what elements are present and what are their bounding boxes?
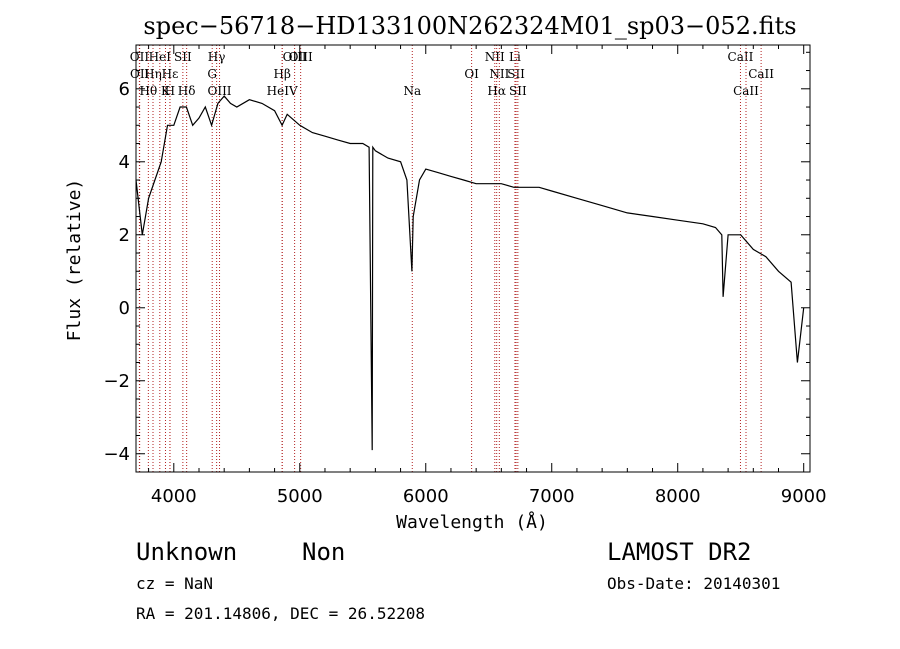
spectral-line-label: NII bbox=[489, 67, 509, 81]
object-class: Unknown bbox=[136, 538, 237, 566]
spectral-line-label: Hη bbox=[144, 67, 162, 81]
spectral-line-label: Na bbox=[403, 84, 421, 98]
spectral-line-label: OII bbox=[130, 67, 150, 81]
spectral-line-label: Hγ bbox=[208, 50, 226, 64]
spectrum-line bbox=[135, 95, 805, 451]
spectrum-plot-area bbox=[135, 95, 805, 451]
spectral-line-label: CaII bbox=[728, 50, 754, 64]
coordinates: RA = 201.14806, DEC = 26.52208 bbox=[136, 604, 425, 623]
spectral-line-label: OI bbox=[464, 67, 479, 81]
spectral-line-label: K bbox=[161, 84, 171, 98]
spectral-line-label: HeIV bbox=[267, 84, 298, 98]
x-tick-label: 5000 bbox=[277, 486, 323, 507]
spectral-line-label: Hα bbox=[487, 84, 506, 98]
spectral-line-label: CaII bbox=[748, 67, 774, 81]
observation-date: Obs-Date: 20140301 bbox=[607, 574, 780, 593]
y-tick-label: 6 bbox=[119, 79, 130, 100]
x-tick-label: 8000 bbox=[655, 486, 701, 507]
object-subclass: Non bbox=[302, 538, 345, 566]
spectral-line-label: Hθ bbox=[139, 84, 157, 98]
spectral-line-label: Hβ bbox=[274, 67, 291, 81]
spectral-line-label: OIII bbox=[207, 84, 231, 98]
spectral-line-label: Li bbox=[509, 50, 521, 64]
spectral-line-label: SII bbox=[174, 50, 192, 64]
spectral-line-markers: OIIOIIHθHηHeIKHHεSIIHδHγGOIIIHβHeIVOIIIO… bbox=[130, 45, 774, 472]
spectral-line-label: Hε bbox=[162, 67, 179, 81]
y-tick-label: 0 bbox=[119, 298, 130, 319]
x-axis-label: Wavelength (Å) bbox=[396, 511, 548, 533]
spectral-line-label: HeI bbox=[149, 50, 172, 64]
x-tick-label: 4000 bbox=[151, 486, 197, 507]
spectral-line-label: SII bbox=[507, 67, 525, 81]
spectral-line-label: G bbox=[207, 67, 217, 81]
y-tick-label: 2 bbox=[119, 225, 130, 246]
x-tick-label: 9000 bbox=[781, 486, 827, 507]
spectral-line-label: CaII bbox=[733, 84, 759, 98]
spectral-line-label: SII bbox=[509, 84, 527, 98]
spectral-line-label: Hδ bbox=[178, 84, 196, 98]
x-tick-label: 7000 bbox=[529, 486, 575, 507]
y-axis-label: Flux (relative) bbox=[64, 179, 85, 342]
redshift-cz: cz = NaN bbox=[136, 574, 213, 593]
x-tick-label: 6000 bbox=[403, 486, 449, 507]
y-tick-label: −4 bbox=[103, 444, 130, 465]
survey-name: LAMOST DR2 bbox=[607, 538, 752, 566]
chart-title: spec−56718−HD133100N262324M01_sp03−052.f… bbox=[143, 12, 796, 40]
spectral-line-label: OIII bbox=[289, 50, 313, 64]
y-tick-label: 4 bbox=[119, 152, 130, 173]
axes-ticks: 4000 5000 6000 7000 8000 9000 −4 −2 0 2 4 6 bbox=[103, 45, 827, 507]
spectral-line-label: NII bbox=[485, 50, 505, 64]
y-tick-label: −2 bbox=[103, 371, 130, 392]
plot-frame bbox=[135, 44, 811, 473]
